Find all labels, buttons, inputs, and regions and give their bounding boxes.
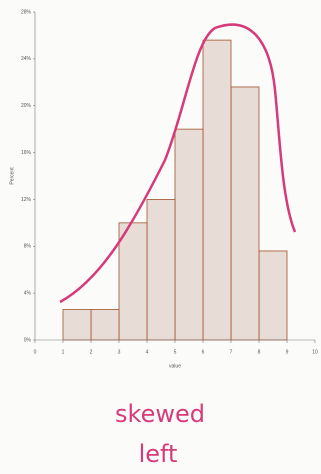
bar (259, 251, 287, 340)
bar (231, 87, 259, 340)
bar (175, 129, 203, 340)
y-axis-label: Percent (9, 167, 15, 185)
x-tick-label: 7 (230, 349, 233, 355)
x-tick-label: 1 (62, 349, 65, 355)
annotation: left (139, 440, 178, 468)
y-tick-label: 24% (21, 56, 32, 62)
y-tick-label: 8% (24, 244, 32, 250)
bar (91, 310, 119, 340)
x-axis-label: value (169, 363, 181, 369)
y-tick-label: 28% (21, 9, 32, 15)
x-tick-label: 6 (202, 349, 205, 355)
bar (119, 223, 147, 340)
x-tick-label: 0 (34, 349, 37, 355)
y-tick-label: 12% (21, 197, 32, 203)
chart: skewed left 0% 4% 8% 12% 16% 20% 24% 28% 0 1 2 3 4 5 6… (0, 0, 321, 474)
x-tick-label: 10 (312, 349, 318, 355)
y-tick-label: 16% (21, 150, 32, 156)
y-tick-label: 20% (21, 103, 32, 109)
x-tick-label: 2 (90, 349, 93, 355)
y-tick-label: 0% (24, 337, 32, 343)
bar (203, 40, 231, 340)
x-tick-label: 9 (286, 349, 289, 355)
x-tick-label: 3 (118, 349, 121, 355)
bar (147, 199, 175, 340)
y-tick-label: 4% (24, 290, 32, 296)
annotation: skewed (115, 400, 205, 428)
bar (63, 310, 91, 340)
x-tick-label: 5 (174, 349, 177, 355)
x-tick-label: 4 (146, 349, 149, 355)
x-tick-label: 8 (258, 349, 261, 355)
